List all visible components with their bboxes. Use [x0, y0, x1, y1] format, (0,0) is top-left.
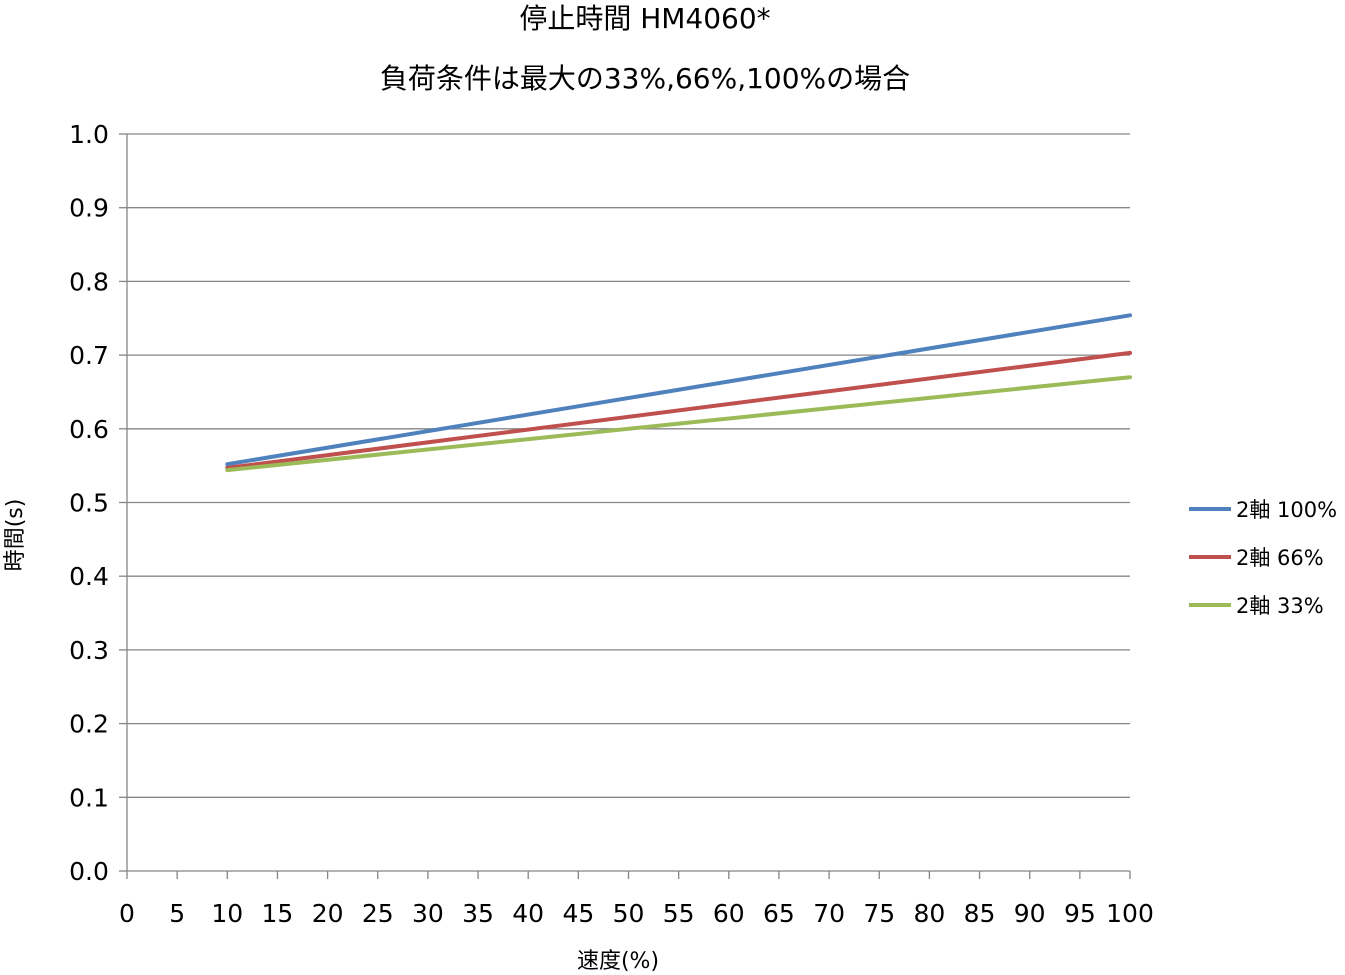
x-tick-label: 30: [412, 899, 444, 928]
chart-title: 停止時間 HM4060*: [519, 2, 770, 35]
y-tick-labels: 0.0 0.1 0.2 0.3 0.4 0.5 0.6 0.7 0.8 0.9 1.0: [69, 120, 109, 886]
series-line-2: [225, 350, 1132, 470]
x-tick-label: 5: [169, 899, 185, 928]
legend-label-1: 2軸 100%: [1236, 498, 1337, 522]
x-tick-labels: 0 5 10 15 20 25 30 35 40 45 50 55 60 65 70 75 80 85 90 95 10…: [119, 899, 1154, 928]
x-tick-label: 45: [562, 899, 594, 928]
y-tick-label: 0.4: [69, 562, 109, 591]
y-tick-label: 0.8: [69, 267, 109, 296]
x-tick-label: 20: [312, 899, 344, 928]
x-tick-label: 70: [813, 899, 845, 928]
x-tick-label: 90: [1014, 899, 1046, 928]
y-tick-label: 0.9: [69, 194, 109, 223]
series-line-3: [225, 375, 1132, 473]
x-tick-label: 75: [863, 899, 895, 928]
y-tick-label: 0.5: [69, 489, 109, 518]
x-tick-label: 85: [964, 899, 996, 928]
x-tick-label: 50: [613, 899, 645, 928]
legend-label-3: 2軸 33%: [1236, 594, 1324, 618]
x-axis-label: 速度(%): [577, 949, 659, 974]
x-tick-label: 55: [663, 899, 695, 928]
y-tick-label: 0.0: [69, 857, 109, 886]
x-tick-label: 100: [1106, 899, 1154, 928]
y-tick-label: 0.6: [69, 415, 109, 444]
legend-label-2: 2軸 66%: [1236, 546, 1324, 570]
x-tick-label: 95: [1064, 899, 1096, 928]
chart-subtitle: 負荷条件は最大の33%,66%,100%の場合: [380, 62, 910, 95]
y-tick-label: 0.3: [69, 636, 109, 665]
y-tick-label: 0.7: [69, 341, 109, 370]
x-tick-label: 80: [913, 899, 945, 928]
y-tick-label: 1.0: [69, 120, 109, 149]
x-tick-label: 65: [763, 899, 795, 928]
axes: [119, 133, 1131, 879]
y-tick-label: 0.1: [69, 783, 109, 812]
x-tick-label: 40: [512, 899, 544, 928]
y-tick-label: 0.2: [69, 710, 109, 739]
series-lines: [225, 313, 1132, 473]
x-tick-label: 60: [713, 899, 745, 928]
x-tick-label: 0: [119, 899, 135, 928]
x-tick-label: 25: [362, 899, 394, 928]
x-tick-label: 35: [462, 899, 494, 928]
x-tick-label: 15: [262, 899, 294, 928]
x-tick-label: 10: [211, 899, 243, 928]
series-line-1: [225, 313, 1132, 467]
legend: 2軸 100% 2軸 66% 2軸 33%: [1189, 498, 1337, 618]
y-axis-label: 時間(s): [3, 499, 28, 572]
